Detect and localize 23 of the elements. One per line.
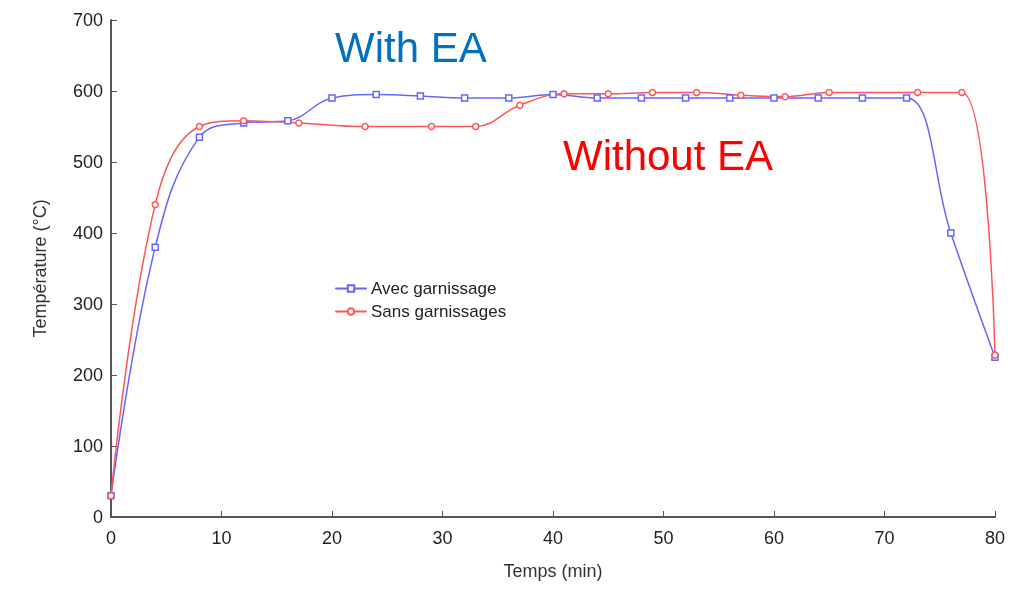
- x-tick-label: 20: [321, 528, 343, 548]
- x-tick-label: 10: [211, 528, 232, 548]
- legend-label: Avec garnissage: [371, 279, 497, 298]
- y-axis-title: Température (°C): [30, 199, 50, 338]
- y-tick-label: 400: [72, 223, 103, 243]
- y-tick-label: 300: [72, 294, 103, 314]
- x-tick-label: 30: [432, 528, 453, 548]
- legend-label: Sans garnissages: [371, 302, 507, 321]
- y-tick-label: 200: [72, 365, 103, 385]
- y-tick-label: 700: [72, 10, 103, 30]
- y-tick-label: 600: [72, 81, 103, 101]
- annotation: With EA: [335, 23, 487, 71]
- y-tick-label: 0: [92, 507, 103, 527]
- x-tick-label: 40: [542, 528, 564, 548]
- x-tick-label: 0: [105, 528, 117, 548]
- annotation: Without EA: [563, 131, 774, 179]
- x-tick-label: 70: [874, 528, 895, 548]
- x-tick-label: 80: [984, 528, 1006, 548]
- x-tick-label: 60: [763, 528, 785, 548]
- x-tick-label: 50: [653, 528, 674, 548]
- x-axis-title: Temps (min): [503, 561, 603, 581]
- y-tick-label: 500: [72, 152, 103, 172]
- y-tick-label: 100: [72, 436, 103, 456]
